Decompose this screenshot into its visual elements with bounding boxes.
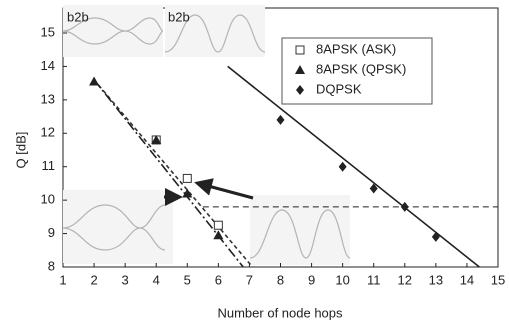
- legend-label: 8APSK (QPSK): [316, 61, 406, 76]
- chart: b2b b2b Number of node hops Q [dB] 12345…: [0, 0, 509, 323]
- y-tick-label: 14: [41, 58, 55, 73]
- x-tick-label: 1: [59, 272, 66, 287]
- annotation: b2b: [67, 9, 89, 24]
- x-axis-label: Number of node hops: [217, 305, 343, 320]
- x-tick-label: 6: [215, 272, 222, 287]
- x-tick-label: 11: [367, 272, 381, 287]
- y-tick-label: 15: [41, 24, 55, 39]
- y-tick-label: 13: [41, 91, 55, 106]
- arrow: [197, 183, 253, 198]
- x-tick-label: 13: [429, 272, 443, 287]
- x-tick-label: 12: [398, 272, 412, 287]
- y-tick-label: 11: [42, 158, 56, 173]
- marker: [89, 76, 99, 85]
- legend-label: DQPSK: [316, 81, 362, 96]
- y-tick-label: 12: [41, 125, 55, 140]
- marker: [214, 221, 222, 229]
- x-tick-label: 4: [153, 272, 160, 287]
- inset: [250, 195, 350, 265]
- legend-marker: [296, 46, 304, 54]
- inset: [63, 190, 173, 264]
- annotation: b2b: [168, 9, 190, 24]
- marker: [432, 232, 440, 242]
- y-axis-label: Q [dB]: [13, 132, 28, 169]
- y-tick-label: 10: [41, 192, 55, 207]
- x-tick-label: 14: [460, 272, 474, 287]
- x-tick-label: 2: [90, 272, 97, 287]
- marker: [277, 115, 285, 125]
- marker: [183, 174, 191, 182]
- x-tick-label: 5: [184, 272, 191, 287]
- x-tick-label: 9: [308, 272, 315, 287]
- x-tick-label: 7: [246, 272, 253, 287]
- x-tick-label: 8: [277, 272, 284, 287]
- legend-label: 8APSK (ASK): [316, 41, 396, 56]
- x-tick-label: 15: [491, 272, 505, 287]
- marker: [339, 162, 347, 172]
- x-tick-label: 3: [122, 272, 129, 287]
- y-tick-label: 8: [48, 258, 55, 273]
- x-tick-label: 10: [335, 272, 349, 287]
- y-tick-label: 9: [48, 225, 55, 240]
